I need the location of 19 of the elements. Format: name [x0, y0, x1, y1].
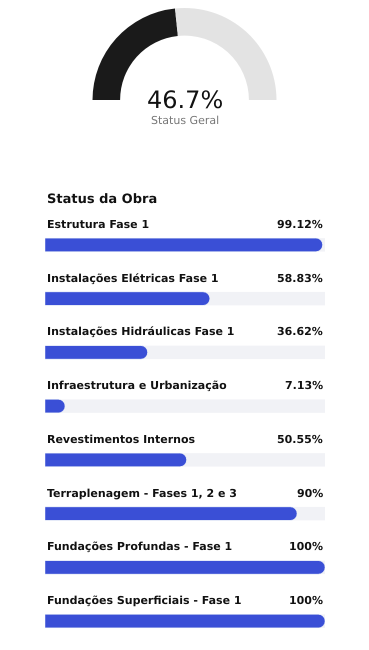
data-label: 58.83% [277, 272, 323, 285]
category-label: Revestimentos Internos [47, 433, 196, 446]
category-label: Instalações Elétricas Fase 1 [47, 272, 219, 285]
chart-title: Status da Obra [47, 192, 158, 207]
category-label: Infraestrutura e Urbanização [47, 379, 227, 392]
category-label: Fundações Profundas - Fase 1 [47, 540, 232, 553]
data-label: 36.62% [277, 325, 323, 338]
category-label: Estrutura Fase 1 [47, 218, 150, 231]
text: 46.7% [147, 86, 224, 114]
data-label: 90% [297, 487, 324, 500]
category-label: Terraplenagem - Fases 1, 2 e 3 [47, 487, 237, 500]
data-label: 50.55% [277, 433, 323, 446]
data-label: 100% [289, 540, 323, 553]
data-label: 100% [289, 594, 323, 607]
data-label: 7.13% [285, 379, 324, 392]
category-label: Fundações Superficiais - Fase 1 [47, 594, 242, 607]
category-label: Instalações Hidráulicas Fase 1 [47, 325, 234, 338]
data-label: 99.12% [277, 218, 323, 231]
text: Status Geral [151, 114, 220, 127]
